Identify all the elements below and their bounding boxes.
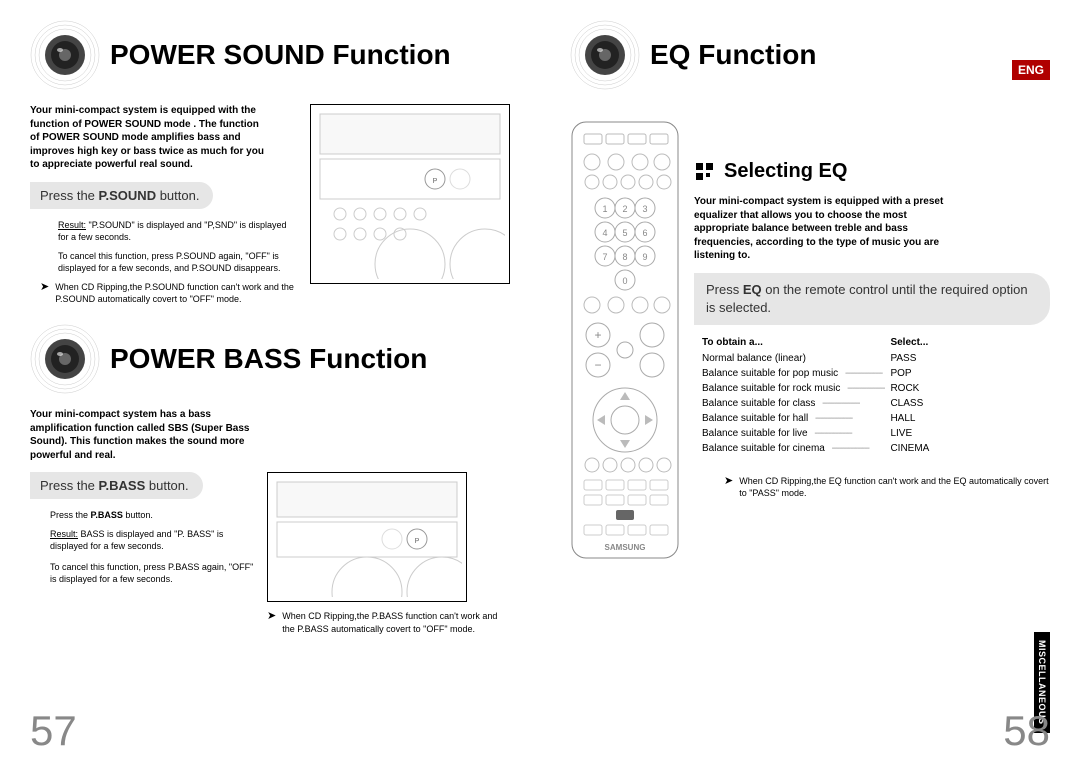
svg-text:+: + <box>594 328 601 342</box>
eq-select: CLASS <box>890 397 929 410</box>
pbass-cancel: To cancel this function, press P.BASS ag… <box>30 561 255 586</box>
psound-cancel: To cancel this function, press P.SOUND a… <box>30 250 298 275</box>
svg-text:4: 4 <box>602 228 607 238</box>
psound-result: Result: "P.SOUND" is displayed and "P,SN… <box>30 219 298 244</box>
table-row: Balance suitable for hall --------------… <box>702 412 929 425</box>
svg-text:1: 1 <box>602 204 607 214</box>
pbass-result: Result: BASS is displayed and "P. BASS" … <box>30 528 255 553</box>
eq-select: LIVE <box>890 427 929 440</box>
eq-select: POP <box>890 367 929 380</box>
eq-header: EQ Function <box>570 20 1050 90</box>
power-sound-title: POWER SOUND Function <box>110 39 451 71</box>
eq-desc: Balance suitable for pop music ---------… <box>702 367 888 380</box>
power-bass-intro: Your mini-compact system has a bass ampl… <box>30 408 270 462</box>
power-bass-header: POWER BASS Function <box>30 324 510 394</box>
psound-illustration: P <box>310 104 510 284</box>
svg-text:3: 3 <box>642 204 647 214</box>
table-row: Balance suitable for rock music --------… <box>702 382 929 395</box>
svg-text:−: − <box>594 358 601 372</box>
page-number-left: 57 <box>30 707 77 755</box>
eq-intro: Your mini-compact system is equipped wit… <box>694 195 964 263</box>
eq-select: ROCK <box>890 382 929 395</box>
eq-desc: Balance suitable for cinema ------------… <box>702 442 888 455</box>
table-row: Balance suitable for pop music ---------… <box>702 367 929 380</box>
speaker-icon <box>570 20 640 90</box>
eq-desc: Balance suitable for live --------------… <box>702 427 888 440</box>
triangle-icon: ➤ <box>40 281 49 306</box>
svg-text:9: 9 <box>642 252 647 262</box>
eq-body: 1 2 3 4 5 6 7 8 9 0 + <box>570 120 1050 560</box>
power-sound-header: POWER SOUND Function <box>30 20 510 90</box>
selecting-eq-subhead: Selecting EQ <box>694 160 1050 183</box>
right-page: ENG EQ Function <box>540 0 1080 763</box>
svg-text:2: 2 <box>622 204 627 214</box>
eq-select: PASS <box>890 352 929 365</box>
svg-text:SAMSUNG: SAMSUNG <box>605 543 646 552</box>
svg-text:8: 8 <box>622 252 627 262</box>
table-row: Balance suitable for live --------------… <box>702 427 929 440</box>
svg-text:P: P <box>415 538 420 545</box>
eq-desc: Normal balance (linear) <box>702 352 888 365</box>
power-bass-body: Press the P.BASS button. Press the P.BAS… <box>30 472 510 635</box>
triangle-icon: ➤ <box>724 475 733 500</box>
dots-icon <box>694 161 716 183</box>
svg-text:7: 7 <box>602 252 607 262</box>
eq-desc: Balance suitable for class -------------… <box>702 397 888 410</box>
svg-text:6: 6 <box>642 228 647 238</box>
eq-options-table: To obtain a... Select... Normal balance … <box>700 335 931 457</box>
pbass-footnote: ➤ When CD Ripping,the P.BASS function ca… <box>267 610 510 635</box>
remote-illustration: 1 2 3 4 5 6 7 8 9 0 + <box>570 120 680 560</box>
pbass-step-pill: Press the P.BASS button. <box>30 472 203 499</box>
pbass-illustration: P <box>267 472 467 602</box>
eq-title: EQ Function <box>650 39 816 71</box>
language-badge: ENG <box>1012 60 1050 80</box>
manual-spread: POWER SOUND Function Your mini-compact s… <box>0 0 1080 763</box>
eq-select: CINEMA <box>890 442 929 455</box>
psound-step-pill: Press the P.SOUND button. <box>30 182 213 209</box>
svg-text:5: 5 <box>622 228 627 238</box>
eq-desc: Balance suitable for hall --------------… <box>702 412 888 425</box>
table-row: Balance suitable for class -------------… <box>702 397 929 410</box>
eq-footnote: ➤ When CD Ripping,the EQ function can't … <box>694 475 1050 500</box>
page-number-right: 58 <box>1003 707 1050 755</box>
svg-text:0: 0 <box>622 276 627 286</box>
triangle-icon: ➤ <box>267 610 276 635</box>
power-bass-title: POWER BASS Function <box>110 343 427 375</box>
eq-select: HALL <box>890 412 929 425</box>
power-sound-intro: Your mini-compact system is equipped wit… <box>30 104 270 172</box>
power-sound-body: Your mini-compact system is equipped wit… <box>30 104 510 306</box>
speaker-icon <box>30 20 100 90</box>
eq-desc: Balance suitable for rock music --------… <box>702 382 888 395</box>
psound-footnote: ➤ When CD Ripping,the P.SOUND function c… <box>30 281 298 306</box>
table-row: Normal balance (linear) PASS <box>702 352 929 365</box>
left-page: POWER SOUND Function Your mini-compact s… <box>0 0 540 763</box>
pbass-line1: Press the P.BASS button. <box>30 509 255 522</box>
table-header-row: To obtain a... Select... <box>702 337 929 350</box>
svg-text:P: P <box>433 178 438 185</box>
eq-step-pill: Press EQ on the remote control until the… <box>694 273 1050 325</box>
table-row: Balance suitable for cinema ------------… <box>702 442 929 455</box>
speaker-icon <box>30 324 100 394</box>
table-header-select: Select... <box>890 337 929 350</box>
table-header-obtain: To obtain a... <box>702 337 888 350</box>
